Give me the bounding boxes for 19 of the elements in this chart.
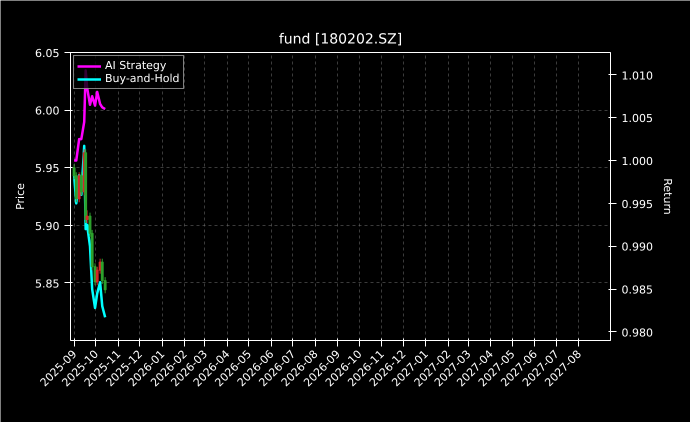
legend-label: Buy-and-Hold [105, 72, 180, 85]
candlestick [78, 172, 81, 203]
y-tick-label: 6.00 [35, 104, 60, 118]
y-tick-label: 5.95 [35, 162, 60, 176]
y-axis-title: Price [14, 182, 28, 210]
y2-tick-label: 1.000 [622, 155, 653, 168]
y-tick-label: 5.90 [35, 220, 60, 233]
y2-axis-title: Return [660, 178, 674, 215]
y2-tick-label: 0.985 [622, 284, 653, 297]
y2-tick-label: 1.010 [622, 69, 653, 82]
y2-tick-label: 0.990 [622, 240, 653, 254]
chart-title: fund [180202.SZ] [278, 32, 402, 48]
candlestick [86, 210, 89, 224]
y-tick-label: 5.85 [35, 277, 60, 290]
y2-tick-label: 0.995 [622, 198, 653, 211]
y2-tick-label: 1.005 [622, 112, 653, 126]
y2-tick-label: 0.980 [622, 326, 653, 340]
y-tick-label: 6.05 [35, 47, 60, 60]
legend-label: AI Strategy [105, 59, 166, 72]
